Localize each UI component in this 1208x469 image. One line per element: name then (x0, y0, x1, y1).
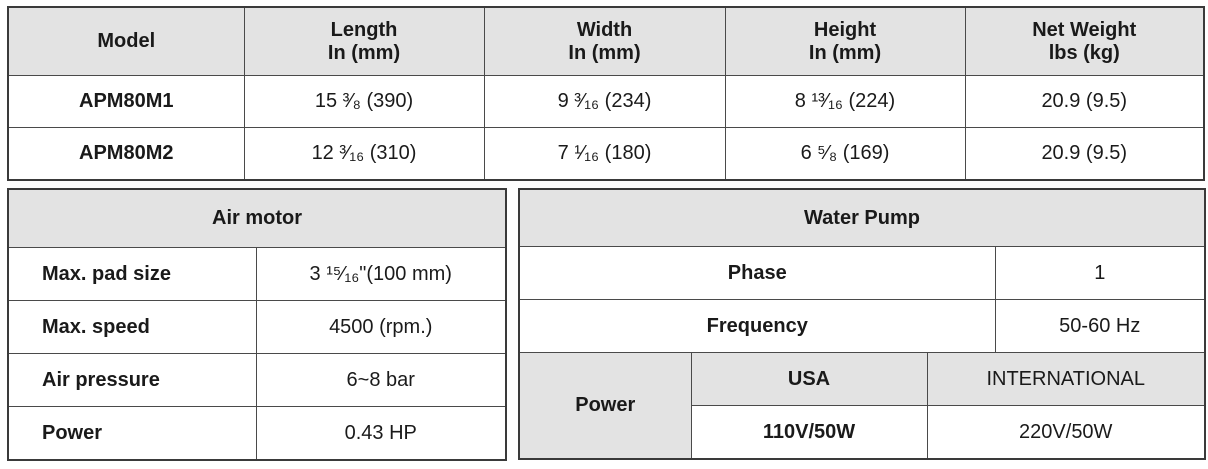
table-row: Max. speed 4500 (rpm.) (7, 300, 507, 354)
air-motor-title: Air motor (7, 188, 507, 248)
table-row: Max. pad size 3 ¹⁵⁄₁₆"(100 mm) (7, 247, 507, 301)
dimensions-header-row: Model Length In (mm) Width In (mm) Heigh… (7, 6, 1205, 76)
power-label: Power (518, 352, 692, 460)
dimensions-table: Model Length In (mm) Width In (mm) Heigh… (7, 6, 1205, 181)
weight-cell: 20.9 (9.5) (964, 75, 1205, 128)
width-cell: 9 ³⁄₁₆ (234) (483, 75, 726, 128)
weight-header: Net Weight lbs (kg) (964, 6, 1205, 76)
table-row: APM80M1 15 ³⁄₈ (390) 9 ³⁄₁₆ (234) 8 ¹³⁄₁… (7, 75, 1205, 128)
length-header-title: Length (330, 18, 398, 41)
frequency-label: Frequency (518, 299, 996, 353)
width-header: Width In (mm) (483, 6, 726, 76)
international-value: 220V/50W (926, 405, 1206, 460)
phase-value: 1 (994, 246, 1206, 300)
water-pump-title: Water Pump (518, 188, 1206, 247)
weight-header-unit: lbs (kg) (1048, 41, 1120, 64)
table-row: APM80M2 12 ³⁄₁₆ (310) 7 ¹⁄₁₆ (180) 6 ⁵⁄₈… (7, 127, 1205, 181)
model-cell: APM80M1 (7, 75, 245, 128)
spec-label: Air pressure (7, 353, 257, 407)
table-row: Frequency 50-60 Hz (518, 299, 1206, 353)
height-header-title: Height (813, 18, 877, 41)
weight-cell: 20.9 (9.5) (964, 127, 1205, 181)
spec-value: 4500 (rpm.) (255, 300, 507, 354)
water-pump-table: Water Pump Phase 1 Frequency 50-60 Hz Po… (518, 188, 1206, 460)
spec-label: Power (7, 406, 257, 461)
air-motor-table: Air motor Max. pad size 3 ¹⁵⁄₁₆"(100 mm)… (7, 188, 507, 461)
usa-value: 110V/50W (690, 405, 928, 460)
phase-label: Phase (518, 246, 996, 300)
table-row: Power USA INTERNATIONAL (518, 352, 1206, 460)
height-header: Height In (mm) (724, 6, 966, 76)
spec-value: 0.43 HP (255, 406, 507, 461)
spec-label: Max. speed (7, 300, 257, 354)
length-cell: 12 ³⁄₁₆ (310) (243, 127, 485, 181)
table-row: 110V/50W 220V/50W (519, 405, 1206, 460)
spec-value: 3 ¹⁵⁄₁₆"(100 mm) (255, 247, 507, 301)
width-header-unit: In (mm) (568, 41, 641, 64)
frequency-value: 50-60 Hz (994, 299, 1206, 353)
water-pump-header-row: Water Pump (518, 188, 1206, 247)
table-row: Phase 1 (518, 246, 1206, 300)
length-header: Length In (mm) (243, 6, 485, 76)
height-cell: 8 ¹³⁄₁₆ (224) (724, 75, 966, 128)
international-label: INTERNATIONAL (926, 352, 1206, 406)
width-cell: 7 ¹⁄₁₆ (180) (483, 127, 726, 181)
spec-label: Max. pad size (7, 247, 257, 301)
table-row: Power 0.43 HP (7, 406, 507, 461)
height-header-unit: In (mm) (808, 41, 882, 64)
length-header-unit: In (mm) (327, 41, 401, 64)
model-cell: APM80M2 (7, 127, 245, 181)
weight-header-title: Net Weight (1032, 18, 1137, 41)
model-header: Model (7, 6, 245, 76)
table-row: Air pressure 6~8 bar (7, 353, 507, 407)
air-motor-header-row: Air motor (7, 188, 507, 248)
height-cell: 6 ⁵⁄₈ (169) (724, 127, 966, 181)
width-header-title: Width (576, 18, 633, 41)
spec-value: 6~8 bar (255, 353, 507, 407)
usa-label: USA (690, 352, 928, 406)
length-cell: 15 ³⁄₈ (390) (243, 75, 485, 128)
